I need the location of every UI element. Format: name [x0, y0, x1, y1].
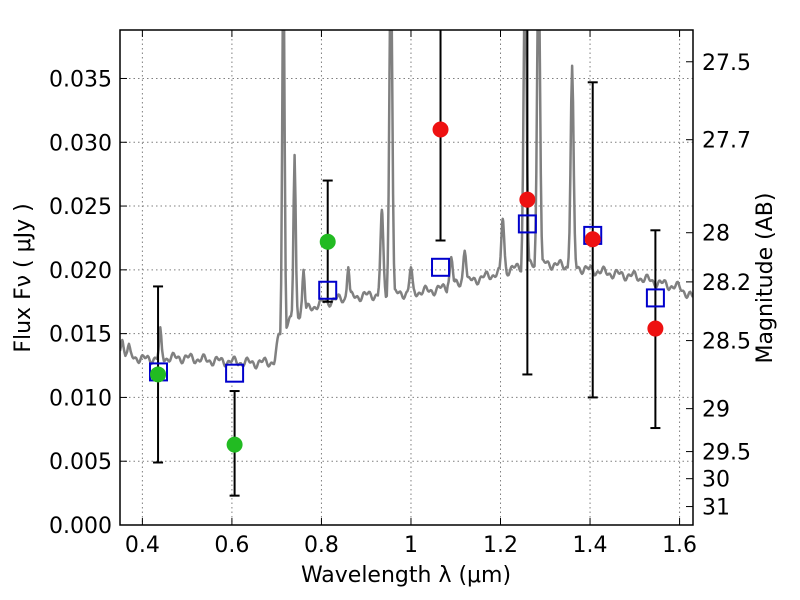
x-tick-label: 1 — [404, 533, 418, 558]
x-tick-label: 0.6 — [214, 533, 249, 558]
green-data-point — [319, 233, 336, 250]
spectrum-line — [120, 30, 693, 370]
y-tick-label: 0.010 — [49, 386, 112, 411]
model-square-point — [645, 288, 665, 308]
red-data-point — [432, 121, 449, 138]
model-square-point — [318, 280, 338, 300]
y-tick-label: 0.015 — [49, 323, 112, 348]
model-square-point — [517, 214, 537, 234]
y-tick-label: 0.000 — [49, 514, 112, 539]
y-tick-label: 0.020 — [49, 259, 112, 284]
right-tick-label: 30 — [702, 468, 730, 493]
green-data-point — [226, 436, 243, 453]
x-tick-label: 1.2 — [483, 533, 518, 558]
errorbar-layer — [153, 30, 661, 497]
model-square-point — [225, 363, 245, 383]
plot-frame — [119, 29, 694, 526]
right-tick-label: 29.5 — [702, 441, 751, 466]
marker-layer — [148, 121, 665, 453]
right-tick-label: 28.2 — [702, 271, 751, 296]
red-data-point — [519, 191, 536, 208]
right-tick-label: 31 — [702, 496, 730, 521]
right-tick-label: 28 — [702, 222, 730, 247]
x-axis-label: Wavelength λ (μm) — [301, 563, 511, 588]
tick-layer: 0.4 0.6 0.8 1 1.2 1.4 1.6 0.000 0.005 0.010 0.015 0… — [49, 30, 751, 558]
model-square-point — [431, 257, 451, 277]
y-axis-label: Flux Fν ( μJy ) — [11, 203, 36, 352]
x-tick-label: 1.6 — [662, 533, 697, 558]
grid — [120, 30, 693, 526]
green-data-point — [150, 366, 167, 383]
right-axis-label: Magnitude (AB) — [753, 193, 778, 364]
y-tick-label: 0.030 — [49, 131, 112, 156]
y-tick-label: 0.005 — [49, 450, 112, 475]
right-tick-label: 27.7 — [702, 129, 751, 154]
red-data-point — [647, 320, 664, 337]
y-tick-label: 0.025 — [49, 195, 112, 220]
x-tick-label: 0.8 — [304, 533, 339, 558]
red-data-point — [584, 231, 601, 248]
right-tick-label: 29 — [702, 398, 730, 423]
x-tick-label: 0.4 — [125, 533, 160, 558]
right-tick-label: 27.5 — [702, 51, 751, 76]
y-tick-label: 0.035 — [49, 67, 112, 92]
right-tick-label: 28.5 — [702, 330, 751, 355]
spectrum-layer — [120, 30, 693, 370]
x-tick-label: 1.4 — [573, 533, 608, 558]
